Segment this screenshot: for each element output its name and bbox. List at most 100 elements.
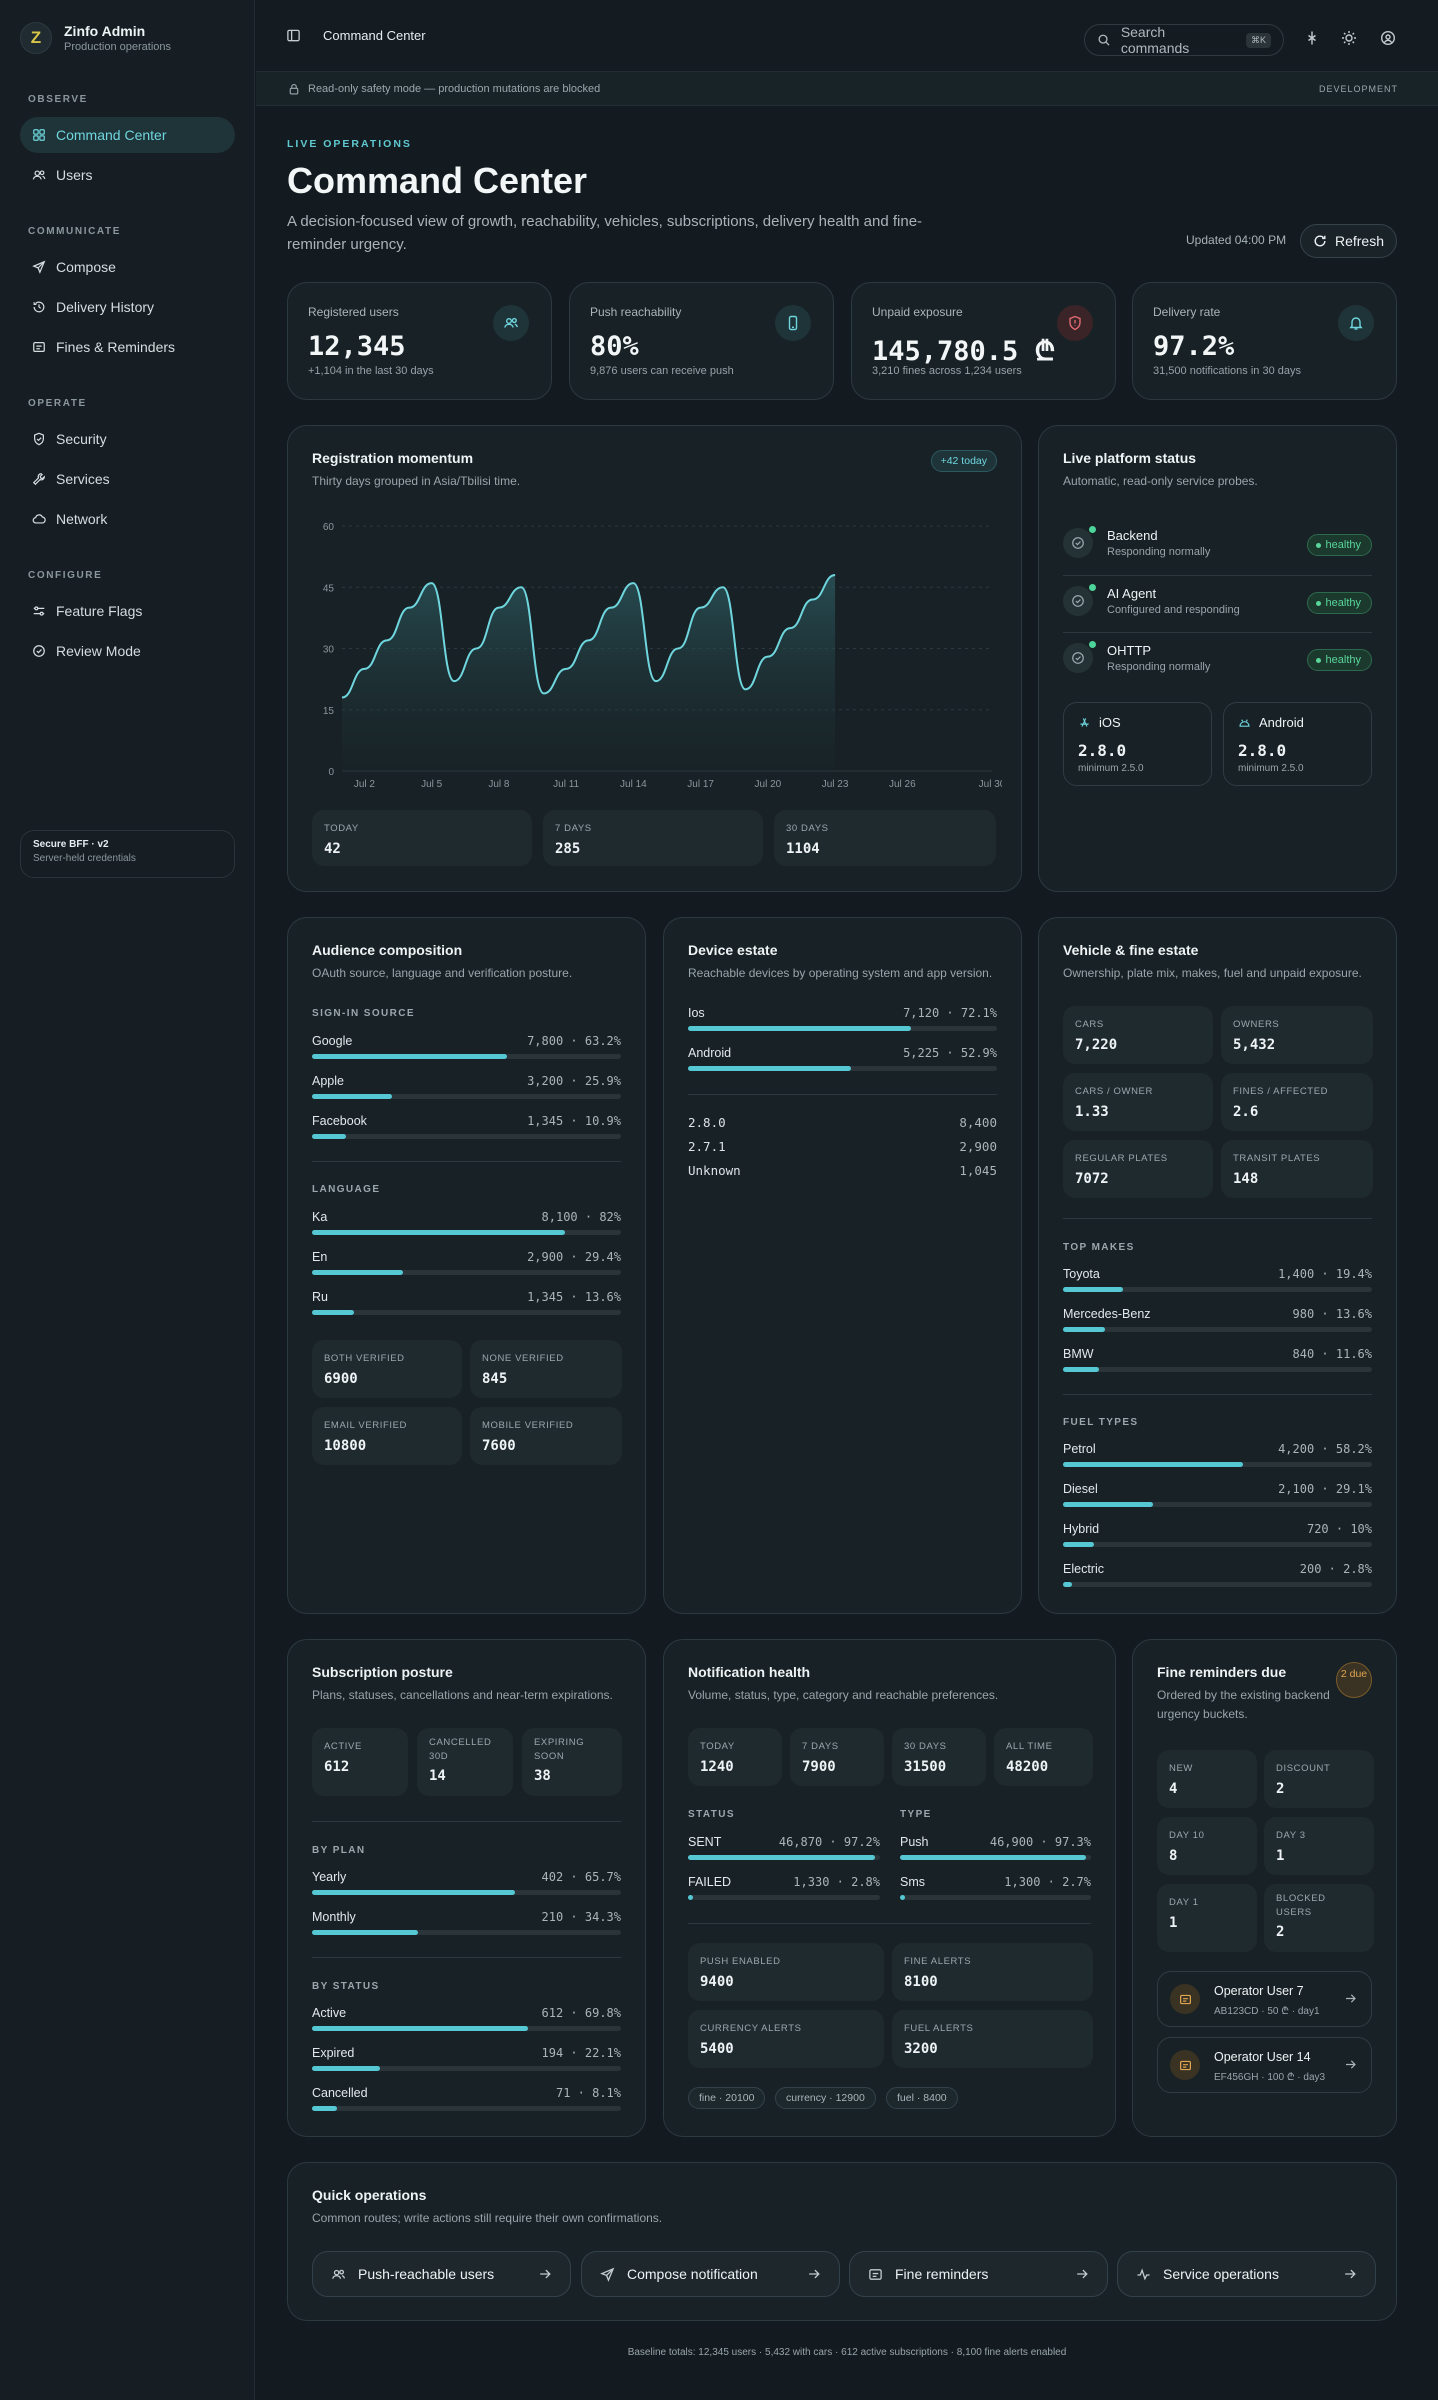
bar-android: Android 5,225 · 52.9%: [688, 1046, 997, 1078]
reminder-desc: AB123CD · 50 ₾ · day1: [1214, 2006, 1320, 2017]
check-circle-icon: [1063, 643, 1093, 673]
sidebar-item-feature-flags[interactable]: Feature Flags: [20, 593, 235, 629]
arrow-right-icon: [1346, 2060, 1356, 2069]
card-subtitle: Plans, statuses, cancellations and near-…: [312, 1688, 613, 1702]
bar-name: FAILED: [688, 1875, 732, 1889]
quick-op-compose-notification[interactable]: Compose notification: [581, 2251, 840, 2297]
platform-ios: iOS 2.8.0 minimum 2.5.0: [1063, 702, 1212, 786]
quick-op-push-reachable-users[interactable]: Push-reachable users: [312, 2251, 571, 2297]
mini-value: 7072: [1075, 1171, 1109, 1187]
mini-fines-per-affected: FINES / AFFECTED 2.6: [1221, 1073, 1373, 1131]
mini-value: 9400: [700, 1974, 734, 1990]
sun-icon[interactable]: [1341, 30, 1357, 46]
mini-30-days: 30 DAYS 31500: [892, 1728, 986, 1786]
mini-key: PUSH ENABLED: [700, 1956, 781, 1967]
mini-key: MOBILE VERIFIED: [482, 1420, 574, 1431]
grid-icon: [33, 129, 45, 141]
bar-mercedes: Mercedes-Benz 980 · 13.6%: [1063, 1307, 1372, 1339]
activity-icon: [1137, 2267, 1150, 2280]
sidebar-item-fines-reminders[interactable]: Fines & Reminders: [20, 329, 235, 365]
stat-value: 80%: [590, 331, 639, 362]
stat-label: Registered users: [308, 305, 399, 319]
mini-key: TODAY: [700, 1741, 735, 1752]
mini-key: REGULAR PLATES: [1075, 1153, 1168, 1164]
mini-key: DAY 1: [1169, 1897, 1199, 1908]
mini-fine-alerts: FINE ALERTS 8100: [892, 1943, 1093, 2001]
sidebar-item-users[interactable]: Users: [20, 157, 235, 193]
mini-value: 8100: [904, 1974, 938, 1990]
mini-mobile-verified: MOBILE VERIFIED 7600: [470, 1407, 622, 1465]
receipt-icon: [869, 2268, 882, 2280]
bar-name: Push: [900, 1835, 929, 1849]
cloud-icon: [32, 514, 46, 524]
reminder-row[interactable]: Operator User 7 AB123CD · 50 ₾ · day1: [1157, 1971, 1372, 2027]
bar-fill: [312, 1310, 355, 1315]
bar-diesel: Diesel 2,100 · 29.1%: [1063, 1482, 1372, 1514]
shield-icon: [34, 432, 44, 446]
bar-failed: FAILED 1,330 · 2.8%: [688, 1875, 880, 1907]
mini-value: 1.33: [1075, 1104, 1109, 1120]
page-lead: A decision-focused view of growth, reach…: [287, 213, 923, 253]
sidebar-item-security[interactable]: Security: [20, 421, 235, 457]
mini-value: 285: [555, 841, 581, 857]
sidebar-item-network[interactable]: Network: [20, 501, 235, 537]
brand-subtitle: Production operations: [64, 41, 172, 53]
version-count: 2,900: [959, 1139, 997, 1154]
category-tag: currency · 12900: [775, 2087, 876, 2109]
bar-metric: 2,100 · 29.1%: [1278, 1482, 1372, 1496]
sidebar-item-delivery-history[interactable]: Delivery History: [20, 289, 235, 325]
mini-currency-alerts: CURRENCY ALERTS 5400: [688, 2010, 884, 2068]
quick-op-service-operations[interactable]: Service operations: [1117, 2251, 1376, 2297]
mini-push-enabled: PUSH ENABLED 9400: [688, 1943, 884, 2001]
total-today: TODAY 42: [312, 810, 532, 866]
mini-key: 7 DAYS: [555, 823, 592, 834]
quick-op-fine-reminders[interactable]: Fine reminders: [849, 2251, 1108, 2297]
sidebar-item-label: Delivery History: [56, 299, 155, 315]
mini-regular-plates: REGULAR PLATES 7072: [1063, 1140, 1213, 1198]
mini-value: 1104: [786, 841, 820, 857]
bar-ru: Ru 1,345 · 13.6%: [312, 1290, 621, 1322]
service-desc: Configured and responding: [1107, 604, 1240, 616]
fines-card: Fine reminders due Ordered by the existi…: [1132, 1639, 1397, 2137]
divider: [1063, 632, 1372, 633]
section-label: FUEL TYPES: [1063, 1417, 1139, 1428]
reminder-row[interactable]: Operator User 14 EF456GH · 100 ₾ · day3: [1157, 2037, 1372, 2093]
bar-name: En: [312, 1250, 328, 1264]
stat-sub: 9,876 users can receive push: [590, 365, 734, 377]
sparkle-icon[interactable]: [1304, 30, 1320, 46]
sidebar-item-compose[interactable]: Compose: [20, 249, 235, 285]
version-row: 2.7.1 2,900: [688, 1139, 997, 1161]
nav-section-communicate: COMMUNICATE: [28, 226, 121, 237]
divider: [1063, 1218, 1372, 1219]
total-30-days: 30 DAYS 1104: [774, 810, 996, 866]
bar-name: Petrol: [1063, 1442, 1096, 1456]
quick-op-label: Compose notification: [627, 2266, 758, 2282]
sidebar-item-services[interactable]: Services: [20, 461, 235, 497]
bar-metric: 2,900 · 29.4%: [527, 1250, 621, 1264]
due-badge: 2 due: [1336, 1662, 1372, 1698]
sidebar-item-label: Review Mode: [56, 643, 141, 659]
refresh-button[interactable]: Refresh: [1300, 224, 1397, 258]
y-tick-label: 60: [323, 522, 335, 533]
sidebar-item-command-center[interactable]: Command Center: [20, 117, 235, 153]
mini-key: ALL TIME: [1006, 1741, 1053, 1752]
sidebar-toggle-icon[interactable]: [286, 28, 301, 43]
account-icon[interactable]: [1380, 30, 1396, 46]
bar-monthly: Monthly 210 · 34.3%: [312, 1910, 621, 1942]
sidebar-item-review-mode[interactable]: Review Mode: [20, 633, 235, 669]
mini-value: 1: [1276, 1848, 1285, 1864]
mini-value: 2: [1276, 1924, 1285, 1940]
service-desc: Responding normally: [1107, 661, 1211, 673]
bar-fill: [312, 2106, 338, 2111]
mini-day-1: DAY 1 1: [1157, 1884, 1257, 1952]
arrow-right-icon: [1346, 1994, 1356, 2003]
divider: [1063, 1394, 1372, 1395]
search-input[interactable]: Search commands ⌘K: [1084, 24, 1284, 56]
bar-metric: 1,345 · 13.6%: [527, 1290, 621, 1304]
shortcut-kbd: ⌘K: [1245, 32, 1271, 48]
bar-fill: [312, 1890, 515, 1895]
bar-fill: [1063, 1327, 1106, 1332]
bar-toyota: Toyota 1,400 · 19.4%: [1063, 1267, 1372, 1299]
check-circle-icon: [1063, 528, 1093, 558]
stat-label: Push reachability: [590, 305, 682, 319]
